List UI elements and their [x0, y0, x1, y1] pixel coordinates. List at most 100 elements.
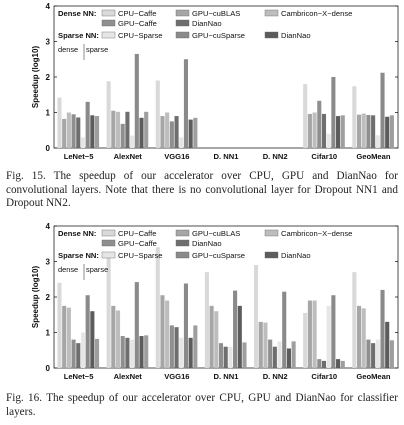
- legend-entry: GPU−cuSparse: [192, 251, 245, 260]
- legend-entry: CPU−Sparse: [118, 31, 163, 40]
- bar: [106, 257, 111, 368]
- legend-swatch: [101, 251, 116, 259]
- bar: [223, 346, 228, 368]
- bar: [183, 59, 188, 148]
- bar: [317, 359, 322, 368]
- bar: [385, 116, 390, 148]
- bar: [317, 100, 322, 148]
- x-tick-label: D. NN2: [263, 152, 288, 161]
- bar: [179, 137, 184, 148]
- y-tick-label: 0: [46, 364, 51, 373]
- caption-text: The speedup of our accelerator over CPU,…: [6, 392, 398, 418]
- sparse-annotation: sparse: [86, 265, 108, 274]
- bar: [165, 300, 170, 368]
- bar: [356, 305, 362, 368]
- caption-text: The speedup of our accelerator over CPU,…: [6, 170, 398, 210]
- y-axis-label: Speedup (log10): [31, 266, 40, 329]
- bar: [95, 116, 100, 148]
- bar: [193, 325, 198, 368]
- bar: [144, 111, 149, 148]
- bar: [263, 322, 268, 368]
- x-tick-label: Cifar10: [311, 152, 337, 161]
- figure-16: 0 1 2 3 4 Speedup (log10) LeNet−5 AlexNet VGG16 D…: [0, 220, 404, 425]
- bar: [307, 113, 312, 148]
- bar: [111, 110, 116, 148]
- bar: [62, 305, 67, 368]
- bar: [130, 339, 135, 368]
- y-tick-label: 1: [46, 109, 51, 118]
- bar: [188, 337, 193, 368]
- x-tick-label: D. NN1: [214, 372, 240, 381]
- bar: [331, 77, 336, 148]
- bar: [174, 327, 179, 368]
- bar: [272, 346, 277, 368]
- bar: [361, 308, 366, 368]
- bar: [237, 305, 242, 368]
- y-axis-label: Speedup (log10): [31, 46, 40, 109]
- bar: [183, 283, 188, 368]
- bar: [268, 339, 273, 368]
- x-tick-label: VGG16: [164, 372, 189, 381]
- bar: [120, 336, 125, 368]
- bar: [106, 81, 111, 148]
- x-tick-label: LeNet−5: [64, 372, 95, 381]
- bar: [125, 111, 130, 148]
- bar: [356, 114, 362, 148]
- legend-entry: GPU−cuBLAS: [192, 9, 240, 18]
- bar: [380, 289, 385, 368]
- bar: [303, 84, 308, 148]
- legend-swatch: [264, 31, 279, 39]
- bar: [76, 117, 81, 148]
- bar: [214, 311, 219, 368]
- bar: [352, 86, 357, 148]
- bar: [71, 114, 76, 148]
- bar: [277, 341, 282, 368]
- bar: [139, 117, 144, 148]
- bar: [380, 72, 385, 148]
- bar: [286, 348, 291, 368]
- y-tick-label: 4: [46, 2, 51, 11]
- bar: [389, 340, 394, 368]
- chart-conv-layers: 0 1 2 3 4 Speedup (log10) LeNet−5 AlexNet VGG16 D…: [31, 2, 399, 161]
- bar: [95, 338, 100, 368]
- bar: [139, 336, 144, 368]
- bar: [258, 321, 263, 368]
- bar: [326, 133, 331, 148]
- legend-group-label: Dense NN:: [58, 9, 96, 18]
- bar: [321, 113, 327, 148]
- bar: [80, 332, 86, 368]
- legend-swatch: [101, 229, 116, 237]
- legend-swatch: [264, 229, 279, 237]
- legend-entry: DianNao: [192, 19, 222, 28]
- y-tick-label: 0: [46, 144, 51, 153]
- x-tick-label: D. NN2: [263, 372, 288, 381]
- bar: [155, 80, 160, 148]
- bar: [169, 325, 174, 368]
- bar: [134, 53, 139, 148]
- x-tick-label: LeNet−5: [64, 152, 95, 161]
- legend-swatch: [175, 31, 190, 39]
- x-tick-label: GeoMean: [356, 152, 391, 161]
- bar: [321, 360, 327, 368]
- legend-swatch: [175, 251, 190, 259]
- bar: [233, 290, 238, 368]
- y-tick-label: 1: [46, 329, 51, 338]
- bar: [174, 116, 179, 148]
- bar: [144, 335, 149, 368]
- x-tick-label: AlexNet: [114, 372, 143, 381]
- bar: [366, 114, 371, 148]
- bar: [85, 295, 90, 368]
- bar: [375, 135, 380, 148]
- bar: [340, 115, 345, 148]
- bar: [125, 337, 130, 368]
- legend-entry: GPU−Caffe: [118, 19, 157, 28]
- bar: [242, 342, 247, 368]
- chart-classifier-layers: 0 1 2 3 4 Speedup (log10) LeNet−5 AlexNet VGG16 D…: [31, 222, 399, 381]
- y-tick-label: 3: [46, 38, 51, 47]
- bar: [165, 112, 170, 148]
- plot-frame: [53, 5, 399, 149]
- caption-fig15: Fig. 15. The speedup of our accelerator …: [6, 170, 398, 211]
- legend-group-label: Sparse NN:: [58, 31, 99, 40]
- bar: [303, 312, 308, 368]
- x-tick-label: VGG16: [164, 152, 189, 161]
